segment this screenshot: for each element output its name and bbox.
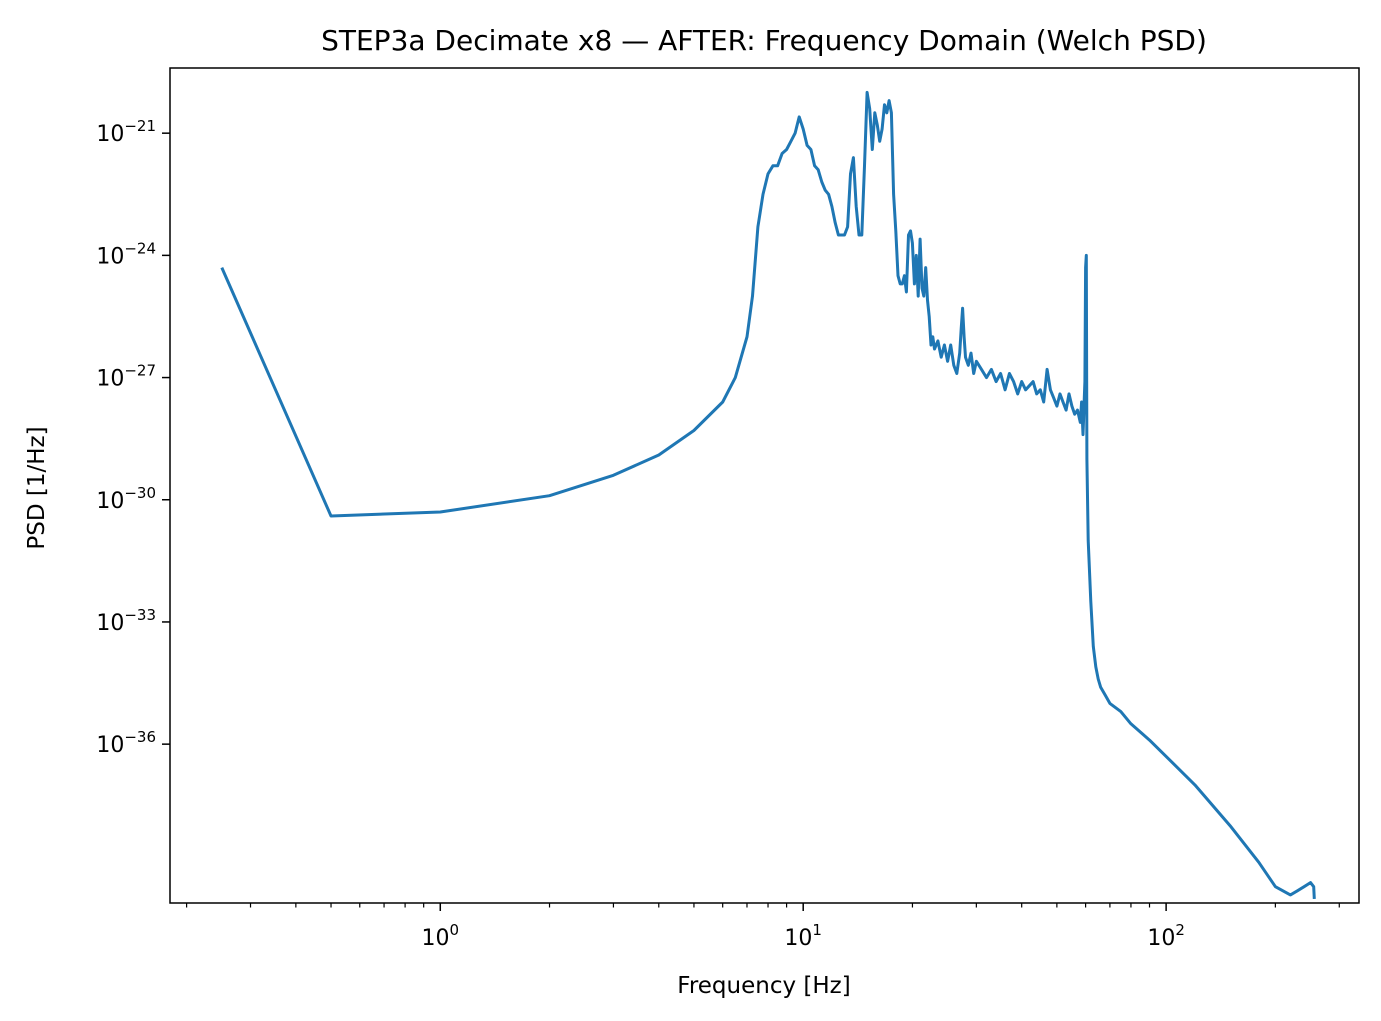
- y-tick-label: 10−24: [96, 239, 156, 269]
- chart-title: STEP3a Decimate x8 — AFTER: Frequency Do…: [321, 24, 1207, 57]
- x-tick-label: 102: [1147, 921, 1185, 951]
- x-axis-label: Frequency [Hz]: [677, 973, 850, 999]
- y-tick-label: 10−21: [96, 117, 156, 147]
- y-tick-label: 10−33: [96, 606, 156, 636]
- y-tick-label: 10−30: [96, 484, 156, 514]
- plot-area: [220, 90, 1316, 899]
- psd-series-line-0: [220, 90, 1316, 899]
- y-tick-label: 10−36: [96, 728, 156, 758]
- y-axis: 10−21 10−24 10−27 10−30 10−33 10−36: [96, 117, 170, 758]
- y-axis-label: PSD [1/Hz]: [24, 426, 50, 549]
- x-axis: 100 101 102: [186, 903, 1340, 951]
- y-tick-label: 10−27: [96, 362, 156, 392]
- x-tick-label: 100: [422, 921, 460, 951]
- plot-frame: [169, 67, 1360, 904]
- x-tick-label: 101: [784, 921, 822, 951]
